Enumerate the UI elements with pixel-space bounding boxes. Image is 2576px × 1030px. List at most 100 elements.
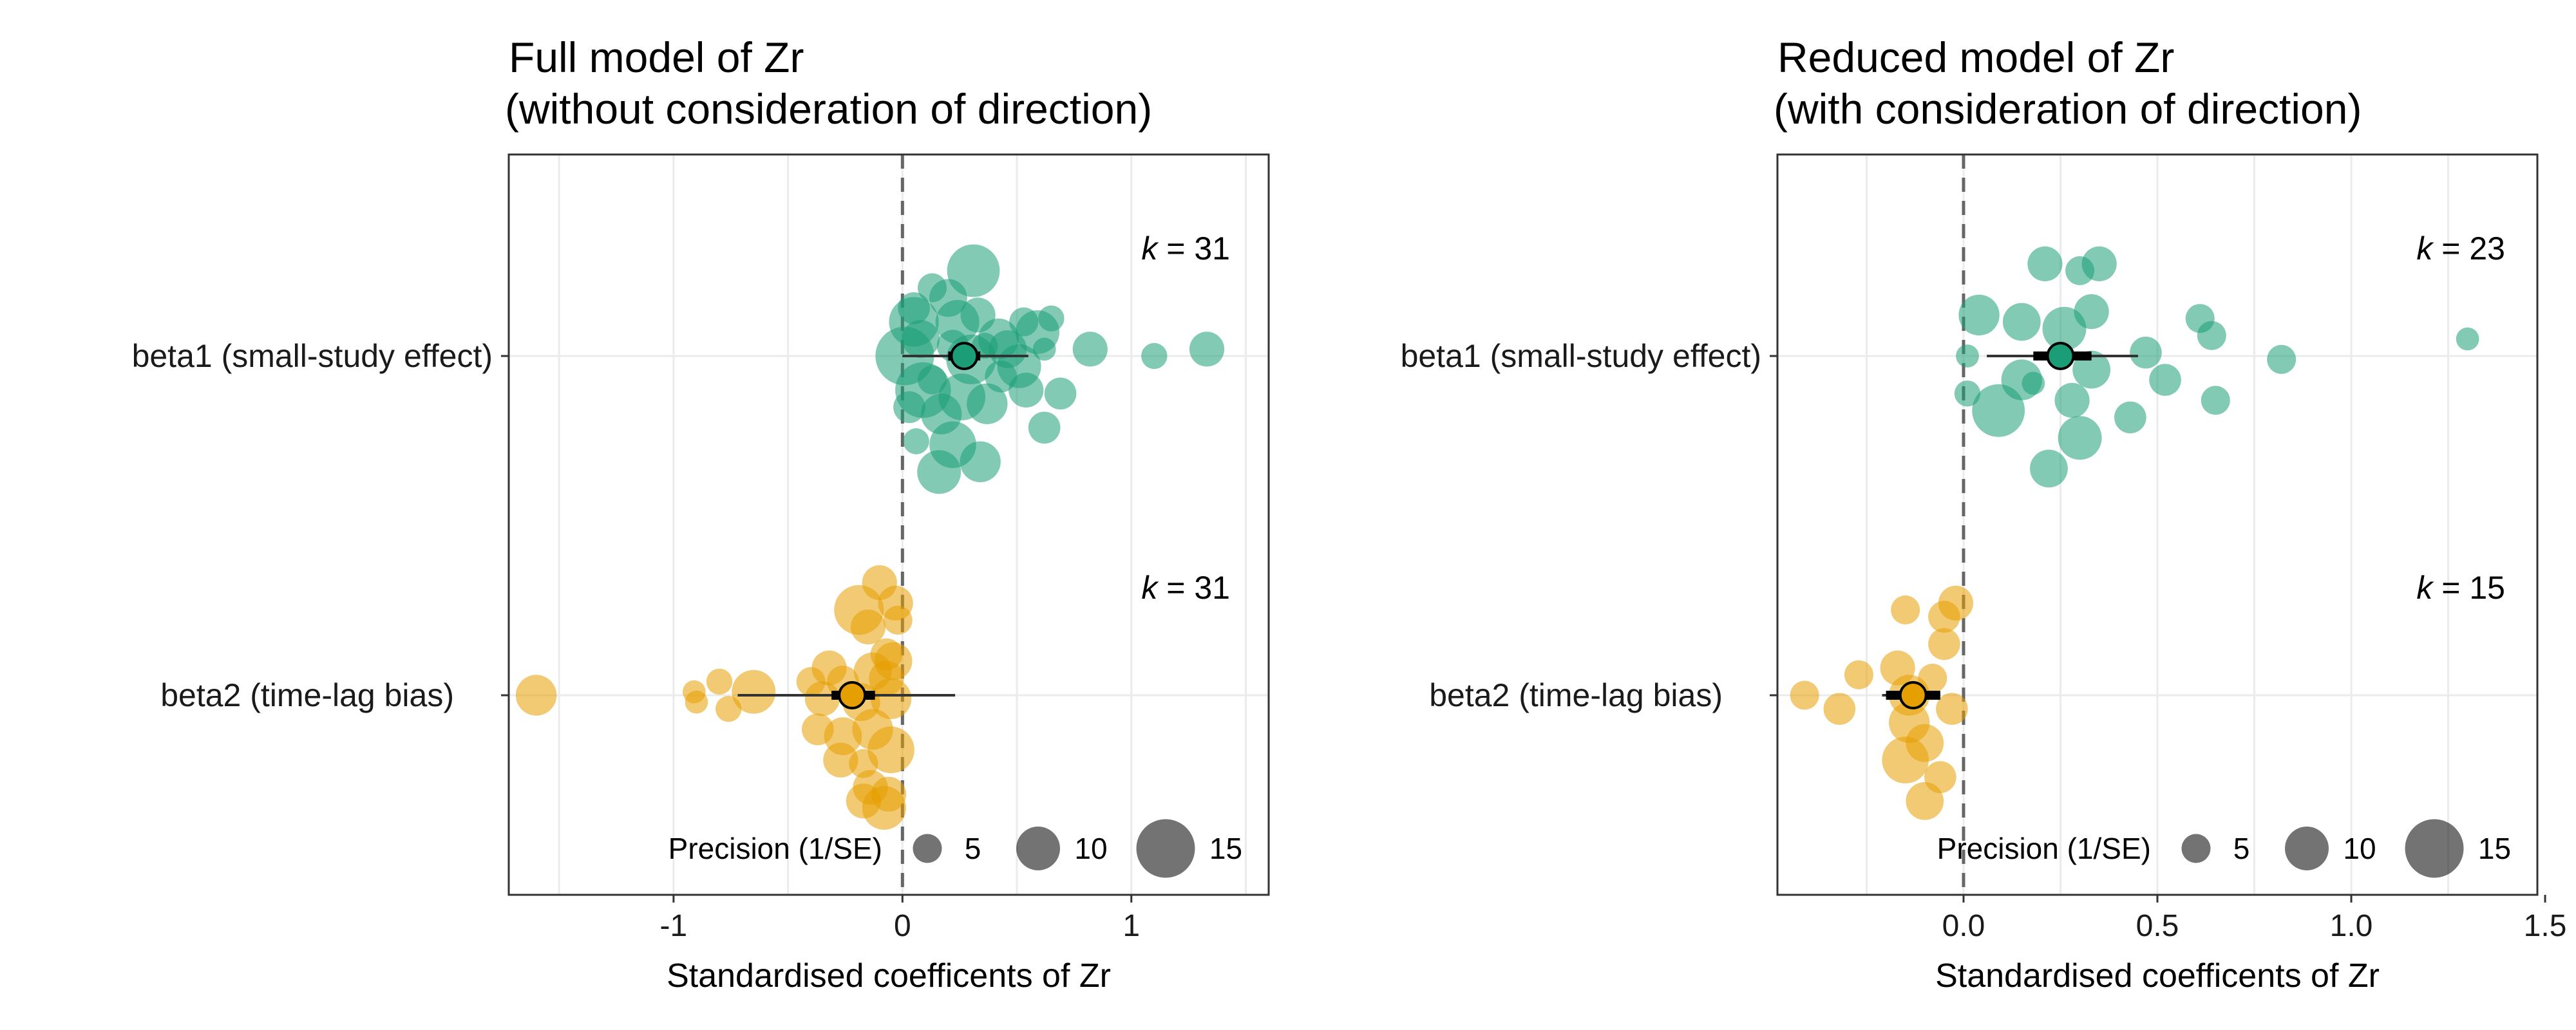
data-point xyxy=(849,749,878,778)
data-point xyxy=(1928,628,1960,660)
x-axis-label: Standardised coefficents of Zr xyxy=(667,957,1111,995)
data-point xyxy=(918,273,947,303)
plot-frame xyxy=(507,153,1270,896)
data-point xyxy=(903,428,929,454)
data-point xyxy=(1928,601,1960,633)
legend-key xyxy=(1136,819,1195,878)
legend-key xyxy=(2285,827,2329,870)
data-point xyxy=(1032,337,1056,361)
data-point xyxy=(846,783,882,819)
x-tick-label: -1 xyxy=(660,909,688,943)
series-1: k = 31 xyxy=(875,230,1230,494)
data-point xyxy=(918,365,947,395)
k-label: k = 23 xyxy=(2416,230,2505,267)
legend-label: 5 xyxy=(2233,832,2250,865)
data-point xyxy=(902,320,940,358)
data-point xyxy=(823,742,858,778)
legend-key xyxy=(2405,819,2464,878)
data-point xyxy=(2267,344,2297,374)
chart-title: Full model of Zr xyxy=(509,33,804,81)
data-point xyxy=(1044,377,1077,410)
data-point xyxy=(967,383,1008,424)
data-point xyxy=(1891,595,1920,624)
data-point xyxy=(989,330,1027,368)
data-point xyxy=(869,660,904,696)
data-point xyxy=(2002,303,2041,341)
data-point xyxy=(898,292,930,324)
legend-label: 15 xyxy=(1209,832,1242,865)
data-point xyxy=(1189,332,1225,367)
data-point xyxy=(2030,449,2068,488)
data-point xyxy=(1823,693,1856,725)
data-point xyxy=(960,441,1001,482)
data-point xyxy=(2149,364,2181,396)
legend-title: Precision (1/SE) xyxy=(1937,832,2151,865)
data-point xyxy=(1028,411,1061,444)
data-point xyxy=(850,609,886,645)
data-point xyxy=(1790,680,1819,710)
estimate-point xyxy=(2046,342,2075,370)
data-point xyxy=(985,360,1017,393)
series-2: k = 15 xyxy=(1790,570,2505,820)
category-label: beta2 (time-lag bias) xyxy=(160,677,454,713)
data-point xyxy=(515,675,557,716)
data-point xyxy=(883,605,913,635)
legend-label: 5 xyxy=(965,832,981,865)
x-tick-label: 0.5 xyxy=(2136,909,2179,943)
x-tick-label: 0 xyxy=(894,909,911,943)
data-point xyxy=(2201,386,2230,415)
legend-label: 10 xyxy=(2343,832,2376,865)
legend: Precision (1/SE) 5 10 15 xyxy=(668,819,1242,878)
data-point xyxy=(1009,307,1039,337)
x-tick-label: 1.5 xyxy=(2524,909,2567,943)
legend-key xyxy=(913,834,942,863)
k-label: k = 31 xyxy=(1141,230,1230,267)
x-tick-label: 1 xyxy=(1122,909,1140,943)
data-point xyxy=(1906,724,1944,762)
k-label: k = 15 xyxy=(2416,570,2505,606)
data-point xyxy=(870,638,903,671)
data-point xyxy=(2130,336,2162,369)
data-point xyxy=(1844,660,1873,689)
data-point xyxy=(1918,664,1947,693)
data-point xyxy=(2022,371,2045,395)
data-point xyxy=(706,668,733,695)
chart-subtitle: (with consideration of direction) xyxy=(1774,85,2362,133)
data-point xyxy=(1924,761,1956,793)
data-point xyxy=(960,297,996,333)
chart-title: Reduced model of Zr xyxy=(1777,33,2174,81)
data-point xyxy=(893,391,925,424)
data-point xyxy=(1880,650,1915,686)
data-point xyxy=(732,670,776,714)
legend-key xyxy=(1016,827,1060,870)
data-point xyxy=(2054,382,2090,418)
category-label: beta1 (small-study effect) xyxy=(1401,338,1761,374)
data-point xyxy=(2114,401,2146,434)
data-point xyxy=(1954,380,1981,407)
k-label: k = 31 xyxy=(1141,570,1230,606)
data-point xyxy=(685,690,708,714)
data-point xyxy=(917,450,961,494)
data-point xyxy=(1072,332,1108,367)
estimate-point xyxy=(950,342,979,370)
category-label: beta1 (small-study effect) xyxy=(132,338,493,374)
x-axis-label: Standardised coefficents of Zr xyxy=(1935,957,2380,995)
legend-label: 15 xyxy=(2478,832,2511,865)
legend-title: Precision (1/SE) xyxy=(668,832,882,865)
data-point xyxy=(1038,305,1065,332)
estimate-point xyxy=(838,681,867,709)
chart-panel-1: Full model of Zr (without consideration … xyxy=(132,33,1270,995)
data-point xyxy=(2027,246,2063,281)
x-tick-label: 1.0 xyxy=(2330,909,2373,943)
estimate-point xyxy=(1899,681,1927,709)
data-point xyxy=(2074,294,2109,330)
data-point xyxy=(796,667,826,697)
data-point xyxy=(1009,372,1044,408)
data-point xyxy=(1936,693,1968,725)
data-point xyxy=(2197,321,2226,350)
legend-key xyxy=(2181,834,2211,863)
data-point xyxy=(2065,256,2095,285)
chart-panel-2: Reduced model of Zr (with consideration … xyxy=(1401,33,2567,995)
x-tick-label: 0.0 xyxy=(1942,909,1985,943)
